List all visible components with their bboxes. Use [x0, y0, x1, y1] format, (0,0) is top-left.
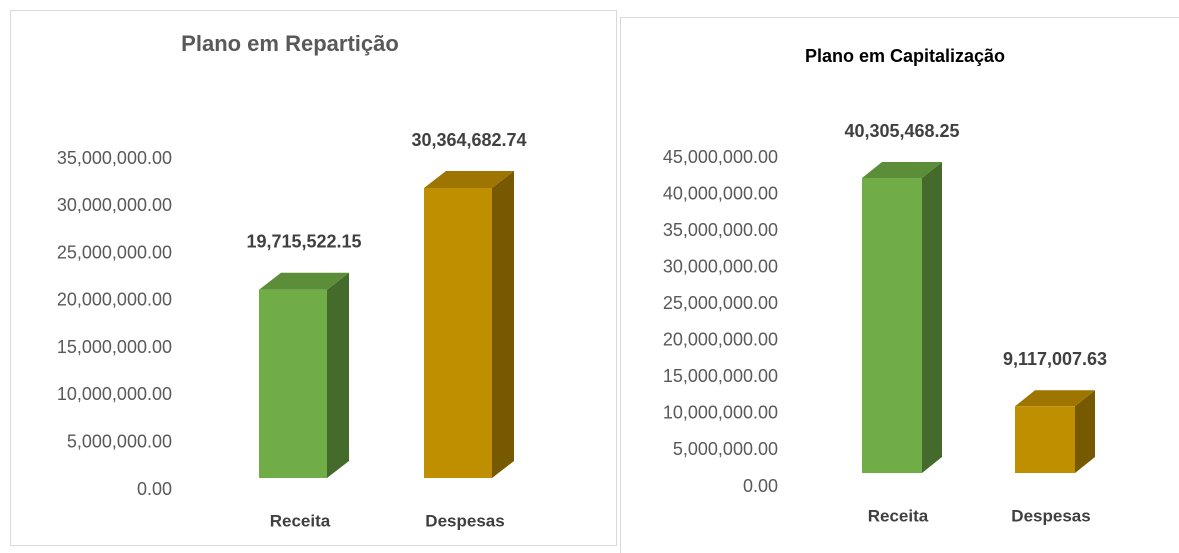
bar-side [492, 171, 514, 478]
y-tick-label: 0.00 [137, 479, 172, 499]
y-tick-label: 25,000,000.00 [663, 293, 778, 313]
y-tick-label: 5,000,000.00 [673, 439, 778, 459]
x-tick-label: Receita [270, 511, 331, 530]
bar-side [1075, 390, 1095, 473]
panel-border [10, 10, 617, 546]
bar-top [424, 171, 514, 188]
chart-title: Plano em Repartição [181, 31, 399, 56]
data-label: 40,305,468.25 [844, 121, 959, 141]
panel-border [620, 17, 1179, 553]
data-label: 30,364,682.74 [411, 130, 526, 150]
x-tick-label: Despesas [1011, 506, 1090, 525]
chart-title: Plano em Capitalização [805, 46, 1005, 66]
y-tick-label: 30,000,000.00 [57, 195, 172, 215]
bar [1015, 406, 1075, 473]
y-tick-label: 35,000,000.00 [663, 220, 778, 240]
x-tick-label: Despesas [425, 511, 504, 530]
y-tick-label: 15,000,000.00 [663, 366, 778, 386]
bar [259, 289, 327, 478]
bar-side [327, 272, 349, 478]
y-tick-label: 10,000,000.00 [57, 384, 172, 404]
bar-top [1015, 390, 1095, 407]
data-label: 19,715,522.15 [246, 231, 361, 251]
bar [424, 188, 492, 478]
y-tick-label: 30,000,000.00 [663, 256, 778, 276]
bar-top [259, 272, 349, 290]
data-label: 9,117,007.63 [1003, 349, 1107, 369]
bar [862, 178, 922, 473]
y-tick-label: 45,000,000.00 [663, 147, 778, 167]
y-tick-label: 5,000,000.00 [67, 431, 172, 451]
y-tick-label: 40,000,000.00 [663, 183, 778, 203]
bar-side [922, 162, 942, 473]
x-tick-label: Receita [868, 506, 929, 525]
y-tick-label: 35,000,000.00 [57, 148, 172, 168]
bar-top [862, 162, 942, 178]
y-tick-label: 20,000,000.00 [57, 290, 172, 310]
y-tick-label: 0.00 [743, 476, 778, 496]
y-tick-label: 15,000,000.00 [57, 337, 172, 357]
y-tick-label: 20,000,000.00 [663, 330, 778, 350]
y-tick-label: 25,000,000.00 [57, 242, 172, 262]
y-tick-label: 10,000,000.00 [663, 403, 778, 423]
